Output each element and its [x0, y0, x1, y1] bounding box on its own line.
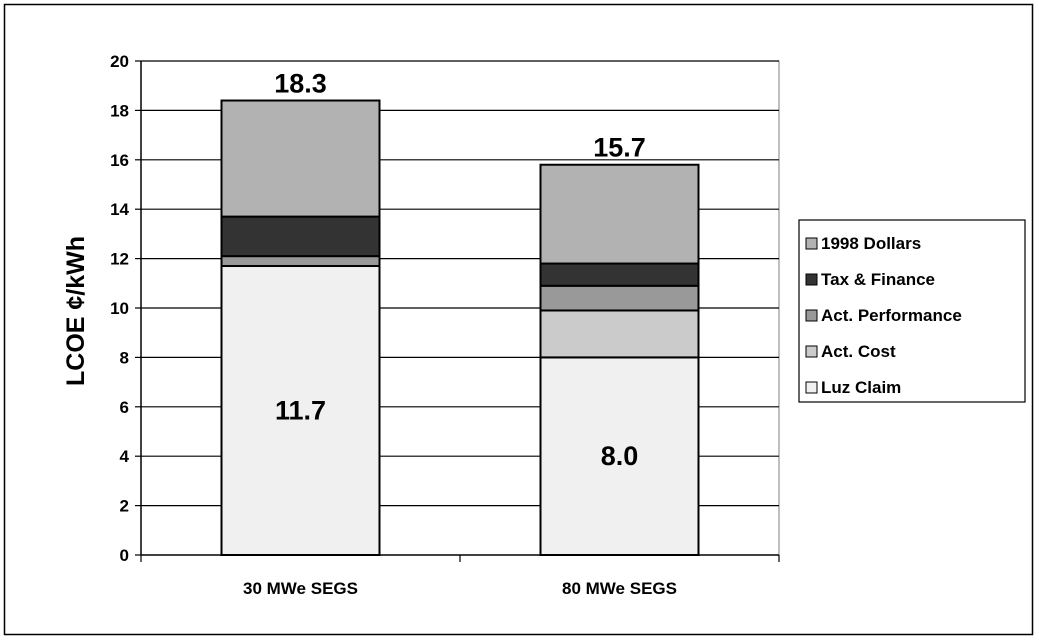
legend-label: Act. Cost: [821, 342, 896, 361]
legend-box: [798, 219, 1026, 403]
plot-area: 0 2 4 6 8 10 12 14 16 18 20 18.3 11.7 30 MWe SEGS 15.7…: [110, 52, 780, 598]
legend-swatch: [805, 309, 818, 322]
total-label: 15.7: [593, 133, 646, 163]
legend-swatch: [805, 381, 818, 394]
bar-segment-act-performance: [539, 284, 700, 312]
bar-segment-tax-finance: [539, 262, 700, 287]
y-tick-label: 20: [110, 52, 129, 71]
y-tick-label: 8: [120, 348, 129, 367]
y-axis-title: LCOE ¢/kWh: [62, 236, 90, 386]
y-tick-label: 12: [110, 250, 129, 269]
bar-segment-act-cost: [539, 309, 700, 359]
y-tick-label: 6: [120, 398, 129, 417]
base-value-label: 11.7: [275, 396, 326, 426]
legend-swatch: [805, 237, 818, 250]
y-tick-label: 10: [110, 299, 129, 318]
y-tick-label: 4: [120, 447, 130, 466]
legend-swatch: [805, 273, 818, 286]
legend-label: Luz Claim: [821, 378, 901, 397]
y-tick-label: 0: [120, 546, 129, 565]
legend-label: 1998 Dollars: [821, 234, 921, 253]
bar-segment-1998-dollars: [220, 99, 381, 218]
y-tick-label: 14: [110, 200, 129, 219]
legend-label: Act. Performance: [821, 306, 962, 325]
legend: 1998 Dollars Tax & Finance Act. Performanc…: [798, 219, 1026, 403]
bar-segment-luz-claim: [220, 265, 381, 556]
bar-segment-act-performance: [220, 255, 381, 268]
legend-label: Tax & Finance: [821, 270, 935, 289]
x-category-label: 30 MWe SEGS: [243, 579, 358, 598]
bar-segment-1998-dollars: [539, 163, 700, 265]
y-tick-label: 2: [120, 497, 129, 516]
bar-segment-tax-finance: [220, 215, 381, 258]
y-tick-label: 16: [110, 151, 129, 170]
total-label: 18.3: [274, 69, 327, 99]
x-category-label: 80 MWe SEGS: [562, 579, 677, 598]
base-value-label: 8.0: [601, 441, 639, 471]
y-tick-label: 18: [110, 101, 129, 120]
legend-swatch: [805, 345, 818, 358]
bar-segment-luz-claim: [539, 356, 700, 556]
